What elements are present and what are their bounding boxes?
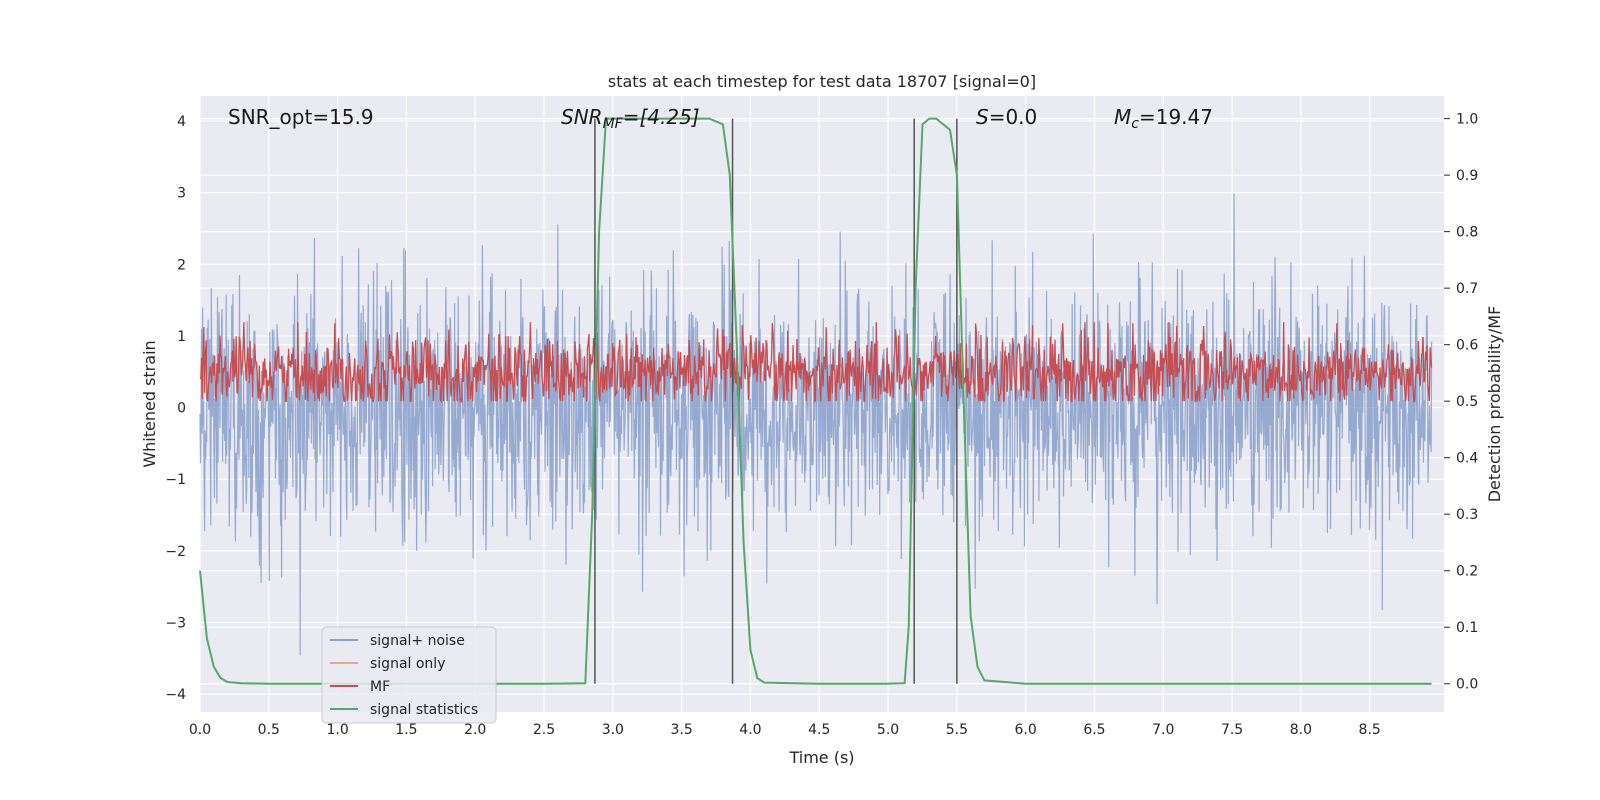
y-tick-label-left: 1 xyxy=(177,329,186,345)
y-tick-label-right: 0.9 xyxy=(1456,168,1478,184)
y-tick-label-left: −4 xyxy=(165,687,186,703)
y-tick-label-left: 0 xyxy=(177,401,186,417)
y-tick-label-right: 0.4 xyxy=(1456,451,1478,467)
y-tick-label-left: 2 xyxy=(177,257,186,273)
y-tick-label-left: −3 xyxy=(165,615,186,631)
x-tick-label: 6.0 xyxy=(1015,722,1037,738)
x-tick-label: 8.5 xyxy=(1359,722,1381,738)
x-tick-label: 4.0 xyxy=(739,722,761,738)
x-tick-label: 2.0 xyxy=(464,722,486,738)
y-tick-label-right: 0.8 xyxy=(1456,225,1478,241)
y-tick-label-right: 0.2 xyxy=(1456,564,1478,580)
x-tick-label: 0.0 xyxy=(189,722,211,738)
y-tick-label-left: −1 xyxy=(165,472,186,488)
y-axis-label-left: Whitened strain xyxy=(140,340,159,467)
legend: signal+ noise signal only MF signal stat… xyxy=(321,626,497,724)
y-tick-label-right: 0.6 xyxy=(1456,338,1478,354)
legend-label-signal-only: signal only xyxy=(370,656,445,672)
x-tick-label: 3.0 xyxy=(602,722,624,738)
x-tick-label: 7.5 xyxy=(1221,722,1243,738)
y-tick-label-right: 0.7 xyxy=(1456,281,1478,297)
x-tick-label: 6.5 xyxy=(1083,722,1105,738)
y-tick-label-left: 4 xyxy=(177,114,186,130)
annotation-snr-opt: SNR_opt=15.9 xyxy=(228,105,374,129)
x-tick-label: 4.5 xyxy=(808,722,830,738)
annotation-snr-mf: SNRMF=[4.25] xyxy=(561,105,700,132)
legend-box xyxy=(321,626,497,724)
y-tick-label-right: 0.0 xyxy=(1456,677,1478,693)
annotation-mc: Mc=19.47 xyxy=(1114,105,1213,132)
x-tick-label: 1.5 xyxy=(395,722,417,738)
y-tick-label-left: −2 xyxy=(165,544,186,560)
y-tick-label-right: 1.0 xyxy=(1456,112,1478,128)
series-signal-noise xyxy=(199,193,1433,656)
x-tick-label: 5.0 xyxy=(877,722,899,738)
series-mf xyxy=(199,322,1433,404)
y-axis-label-right: Detection probability/MF xyxy=(1485,306,1504,503)
legend-label-signal-statistics: signal statistics xyxy=(370,702,478,718)
chart-title: stats at each timestep for test data 187… xyxy=(608,72,1036,91)
y-ticks-left: 4 3 2 1 0 −1 −2 −3 −4 xyxy=(165,114,186,703)
x-tick-label: 2.5 xyxy=(533,722,555,738)
y-tick-label-right: 0.1 xyxy=(1456,620,1478,636)
legend-label-signal-noise: signal+ noise xyxy=(370,633,465,649)
y-tick-label-right: 0.5 xyxy=(1456,394,1478,410)
x-axis-label: Time (s) xyxy=(788,748,854,767)
x-tick-label: 1.0 xyxy=(326,722,348,738)
annotation-s: S=0.0 xyxy=(976,105,1037,129)
x-tick-label: 7.0 xyxy=(1152,722,1174,738)
y-tick-label-left: 3 xyxy=(177,186,186,202)
x-tick-label: 0.5 xyxy=(258,722,280,738)
x-ticks: 0.0 0.5 1.0 1.5 2.0 2.5 3.0 3.5 4.0 4.5 5.0 5.5 6.0 6… xyxy=(189,722,1381,738)
y-tick-label-right: 0.3 xyxy=(1456,507,1478,523)
y-ticks-right: 1.0 0.9 0.8 0.7 0.6 0.5 0.4 0.3 0.2 0.1 0.0 xyxy=(1444,112,1478,693)
x-tick-label: 5.5 xyxy=(946,722,968,738)
legend-label-mf: MF xyxy=(370,679,390,695)
x-tick-label: 8.0 xyxy=(1290,722,1312,738)
x-tick-label: 3.5 xyxy=(671,722,693,738)
